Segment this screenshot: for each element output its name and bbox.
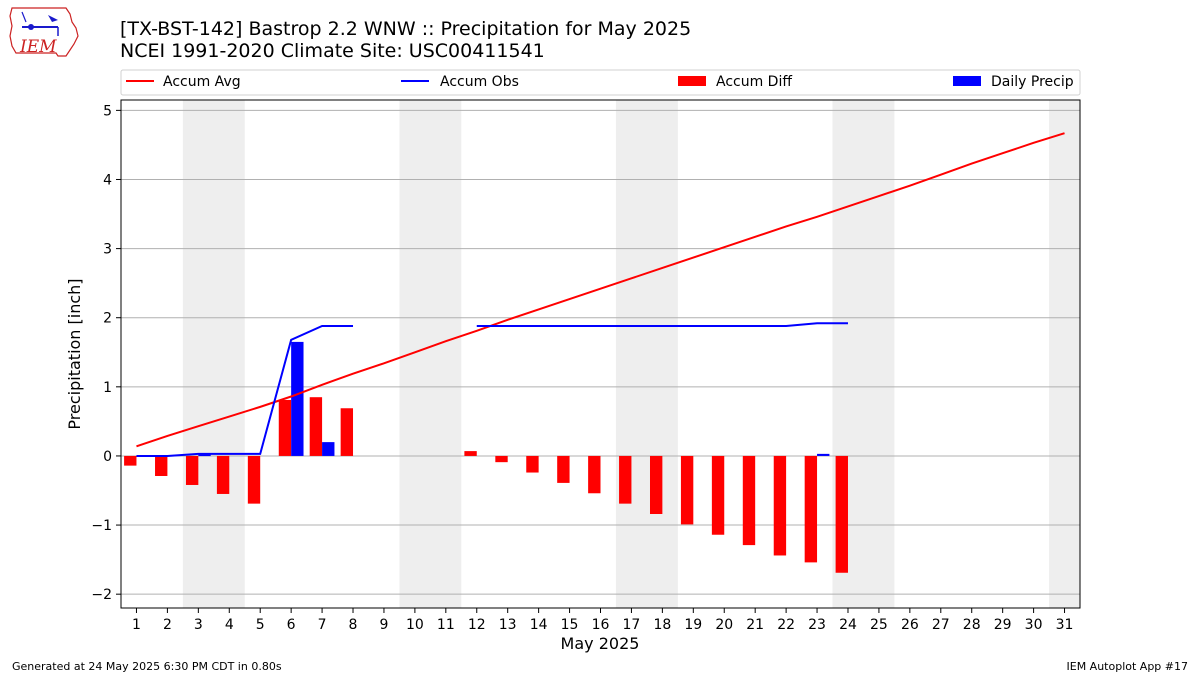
x-tick-label: 28: [963, 617, 981, 633]
y-tick-label: −2: [91, 587, 112, 603]
y-tick-label: 1: [103, 380, 112, 396]
accum-diff-bar: [557, 455, 570, 483]
accum-diff-bar: [340, 408, 354, 456]
logo-text: IEM: [19, 37, 57, 57]
accum-diff-bar: [773, 455, 787, 556]
y-tick-label: −1: [91, 518, 112, 534]
accum-diff-bar: [124, 455, 137, 466]
iem-logo: IEM: [9, 7, 79, 57]
x-tick-label: 22: [777, 617, 795, 633]
accum-diff-bars: [124, 397, 848, 573]
x-tick-label: 19: [684, 617, 702, 633]
x-tick-label: 27: [932, 617, 950, 633]
x-tick-label: 24: [839, 617, 857, 633]
accum-diff-bar: [619, 455, 632, 504]
y-tick-label: 5: [103, 103, 112, 119]
gridlines: [121, 109, 1080, 595]
accum-diff-bar: [495, 455, 508, 463]
daily-precip-bars: [198, 341, 830, 457]
y-axis-label: Precipitation [inch]: [65, 278, 84, 429]
weekend-band-0: [182, 100, 245, 608]
x-tick-label: 30: [1025, 617, 1043, 633]
x-tick-label: 8: [349, 617, 358, 633]
daily-precip-bar: [198, 454, 211, 457]
x-tick-label: 5: [256, 617, 265, 633]
x-tick-label: 11: [437, 617, 455, 633]
accum-diff-bar: [464, 451, 477, 456]
accum-diff-bar: [804, 455, 818, 563]
chart-title: [TX-BST-142] Bastrop 2.2 WNW :: Precipit…: [120, 18, 691, 40]
x-tick-label: 2: [163, 617, 172, 633]
accum-obs-line: [136, 322, 848, 457]
daily-precip-bar: [817, 453, 830, 456]
accum-diff-bar: [588, 455, 601, 494]
y-axis-ticks: −2 −1 0 1 2 3 4 5: [91, 103, 121, 603]
x-axis-label: May 2025: [561, 634, 640, 653]
weekend-shading: [182, 100, 1080, 608]
x-tick-label: 12: [468, 617, 486, 633]
x-tick-label: 29: [994, 617, 1012, 633]
x-tick-label: 31: [1056, 617, 1074, 633]
daily-precip-bar: [322, 442, 335, 456]
accum-diff-bar: [309, 397, 323, 456]
y-tick-label: 3: [103, 242, 112, 258]
daily-precip-bar: [291, 341, 304, 456]
accum-avg-series: [136, 132, 1065, 448]
accum-avg-line: [136, 132, 1065, 448]
footer-app: IEM Autoplot App #17: [1067, 660, 1189, 673]
x-tick-label: 16: [592, 617, 610, 633]
x-tick-label: 1: [132, 617, 141, 633]
legend-label-daily-precip: Daily Precip: [991, 74, 1074, 90]
y-tick-label: 2: [103, 311, 112, 327]
accum-diff-bar: [526, 455, 539, 473]
x-tick-label: 14: [530, 617, 548, 633]
chart-subtitle: NCEI 1991-2020 Climate Site: USC00411541: [120, 40, 545, 62]
accum-diff-bar: [742, 455, 756, 546]
legend-label-accum-diff: Accum Diff: [716, 74, 792, 90]
x-tick-label: 26: [901, 617, 919, 633]
x-tick-label: 21: [746, 617, 764, 633]
accum-diff-bar: [649, 455, 663, 515]
accum-diff-bar: [835, 455, 848, 573]
accum-diff-bar: [711, 455, 725, 535]
x-tick-label: 3: [194, 617, 203, 633]
weekend-band-2: [615, 100, 678, 608]
weekend-band-4: [1049, 100, 1080, 608]
footer-generated: Generated at 24 May 2025 6:30 PM CDT in …: [12, 660, 282, 673]
legend-swatch-accum-diff: [678, 76, 706, 86]
y-tick-label: 0: [103, 449, 112, 465]
accum-obs-segment-1: [476, 322, 848, 328]
accum-diff-bar: [155, 455, 168, 476]
accum-obs-segment-0: [136, 325, 354, 457]
x-tick-label: 25: [870, 617, 888, 633]
x-axis-ticks: 1 2 3 4 5 6 7 8 9 10 11 12 13 14 15 16 17 18 19 20 21 22 23 24 2…: [132, 608, 1073, 633]
x-tick-label: 20: [715, 617, 733, 633]
x-tick-label: 17: [623, 617, 641, 633]
accum-diff-bar: [247, 455, 261, 504]
x-tick-label: 15: [561, 617, 579, 633]
x-tick-label: 18: [653, 617, 671, 633]
x-tick-label: 10: [406, 617, 424, 633]
x-tick-label: 13: [499, 617, 517, 633]
accum-diff-bar: [185, 455, 199, 485]
x-tick-label: 4: [225, 617, 234, 633]
x-tick-label: 23: [808, 617, 826, 633]
accum-diff-bar: [278, 399, 292, 456]
accum-diff-bar: [216, 455, 230, 494]
y-tick-label: 4: [103, 172, 112, 188]
legend: Accum Avg Accum Obs Accum Diff Daily Pre…: [120, 69, 1081, 96]
legend-label-accum-avg: Accum Avg: [163, 74, 241, 90]
plot-area: [120, 99, 1081, 609]
x-tick-label: 7: [318, 617, 327, 633]
x-tick-label: 9: [379, 617, 388, 633]
x-tick-label: 6: [287, 617, 296, 633]
accum-diff-bar: [680, 455, 694, 525]
legend-label-accum-obs: Accum Obs: [440, 74, 519, 90]
legend-swatch-daily-precip: [953, 76, 981, 86]
